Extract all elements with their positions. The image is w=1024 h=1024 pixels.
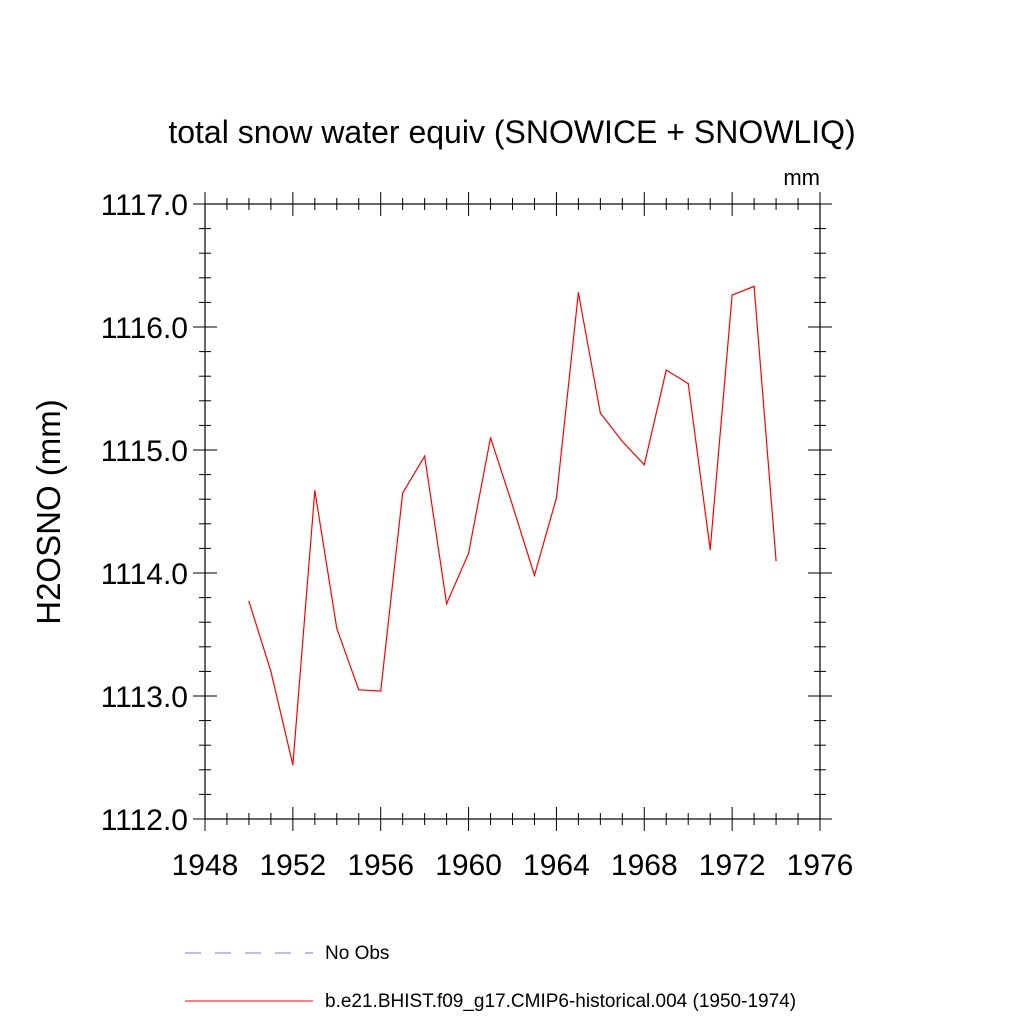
y-tick-label: 1114.0 [101,558,188,591]
plot-series [248,285,777,766]
x-tick-label: 1968 [611,849,678,882]
x-tick-label: 1972 [699,849,766,882]
units-label: mm [783,165,820,190]
data-point [446,603,448,605]
legend-label-no-obs: No Obs [325,943,389,964]
data-point [489,437,492,439]
data-point [687,382,689,385]
x-tick-label: 1976 [787,849,854,882]
data-point [665,369,667,371]
ticks [193,192,832,831]
data-point [380,690,382,692]
data-point [775,560,777,562]
y-tick-label: 1115.0 [101,435,188,468]
data-point [270,670,272,673]
plot-frame [204,203,821,820]
x-tick-label: 1960 [435,849,502,882]
data-point [336,627,338,629]
data-point [599,412,601,414]
data-point [731,294,733,296]
legend: No Obs b.e21.BHIST.f09_g17.CMIP6-histori… [185,943,796,1012]
y-tick-label: 1116.0 [101,312,188,345]
x-tick-label: 1952 [259,849,326,882]
x-tick-label: 1948 [172,849,239,882]
x-tick-label: 1956 [347,849,414,882]
data-point [643,464,645,466]
data-point [555,497,558,499]
y-axis-label: H2OSNO (mm) [30,399,67,625]
series-line [248,285,777,766]
x-tick-label: 1964 [523,849,590,882]
chart-title: total snow water equiv (SNOWICE + SNOWLI… [168,114,855,150]
data-point [709,549,711,551]
y-tick-label: 1113.0 [101,681,188,714]
data-point [753,285,755,288]
data-point [314,489,316,492]
data-point [533,574,536,577]
data-point [424,455,426,457]
tick-labels: 1112.0 1113.0 1114.0 1115.0 1116.0 1117.0 1948… [101,189,854,882]
data-point [621,440,623,442]
data-point [358,689,360,691]
data-point [577,291,579,294]
legend-label-model: b.e21.BHIST.f09_g17.CMIP6-historical.004… [325,991,796,1012]
data-point [292,764,294,766]
y-tick-label: 1117.0 [101,189,188,222]
data-point [511,504,514,506]
data-point [467,552,470,554]
data-point [248,600,250,602]
y-tick-label: 1112.0 [101,804,188,837]
data-point [402,492,404,494]
